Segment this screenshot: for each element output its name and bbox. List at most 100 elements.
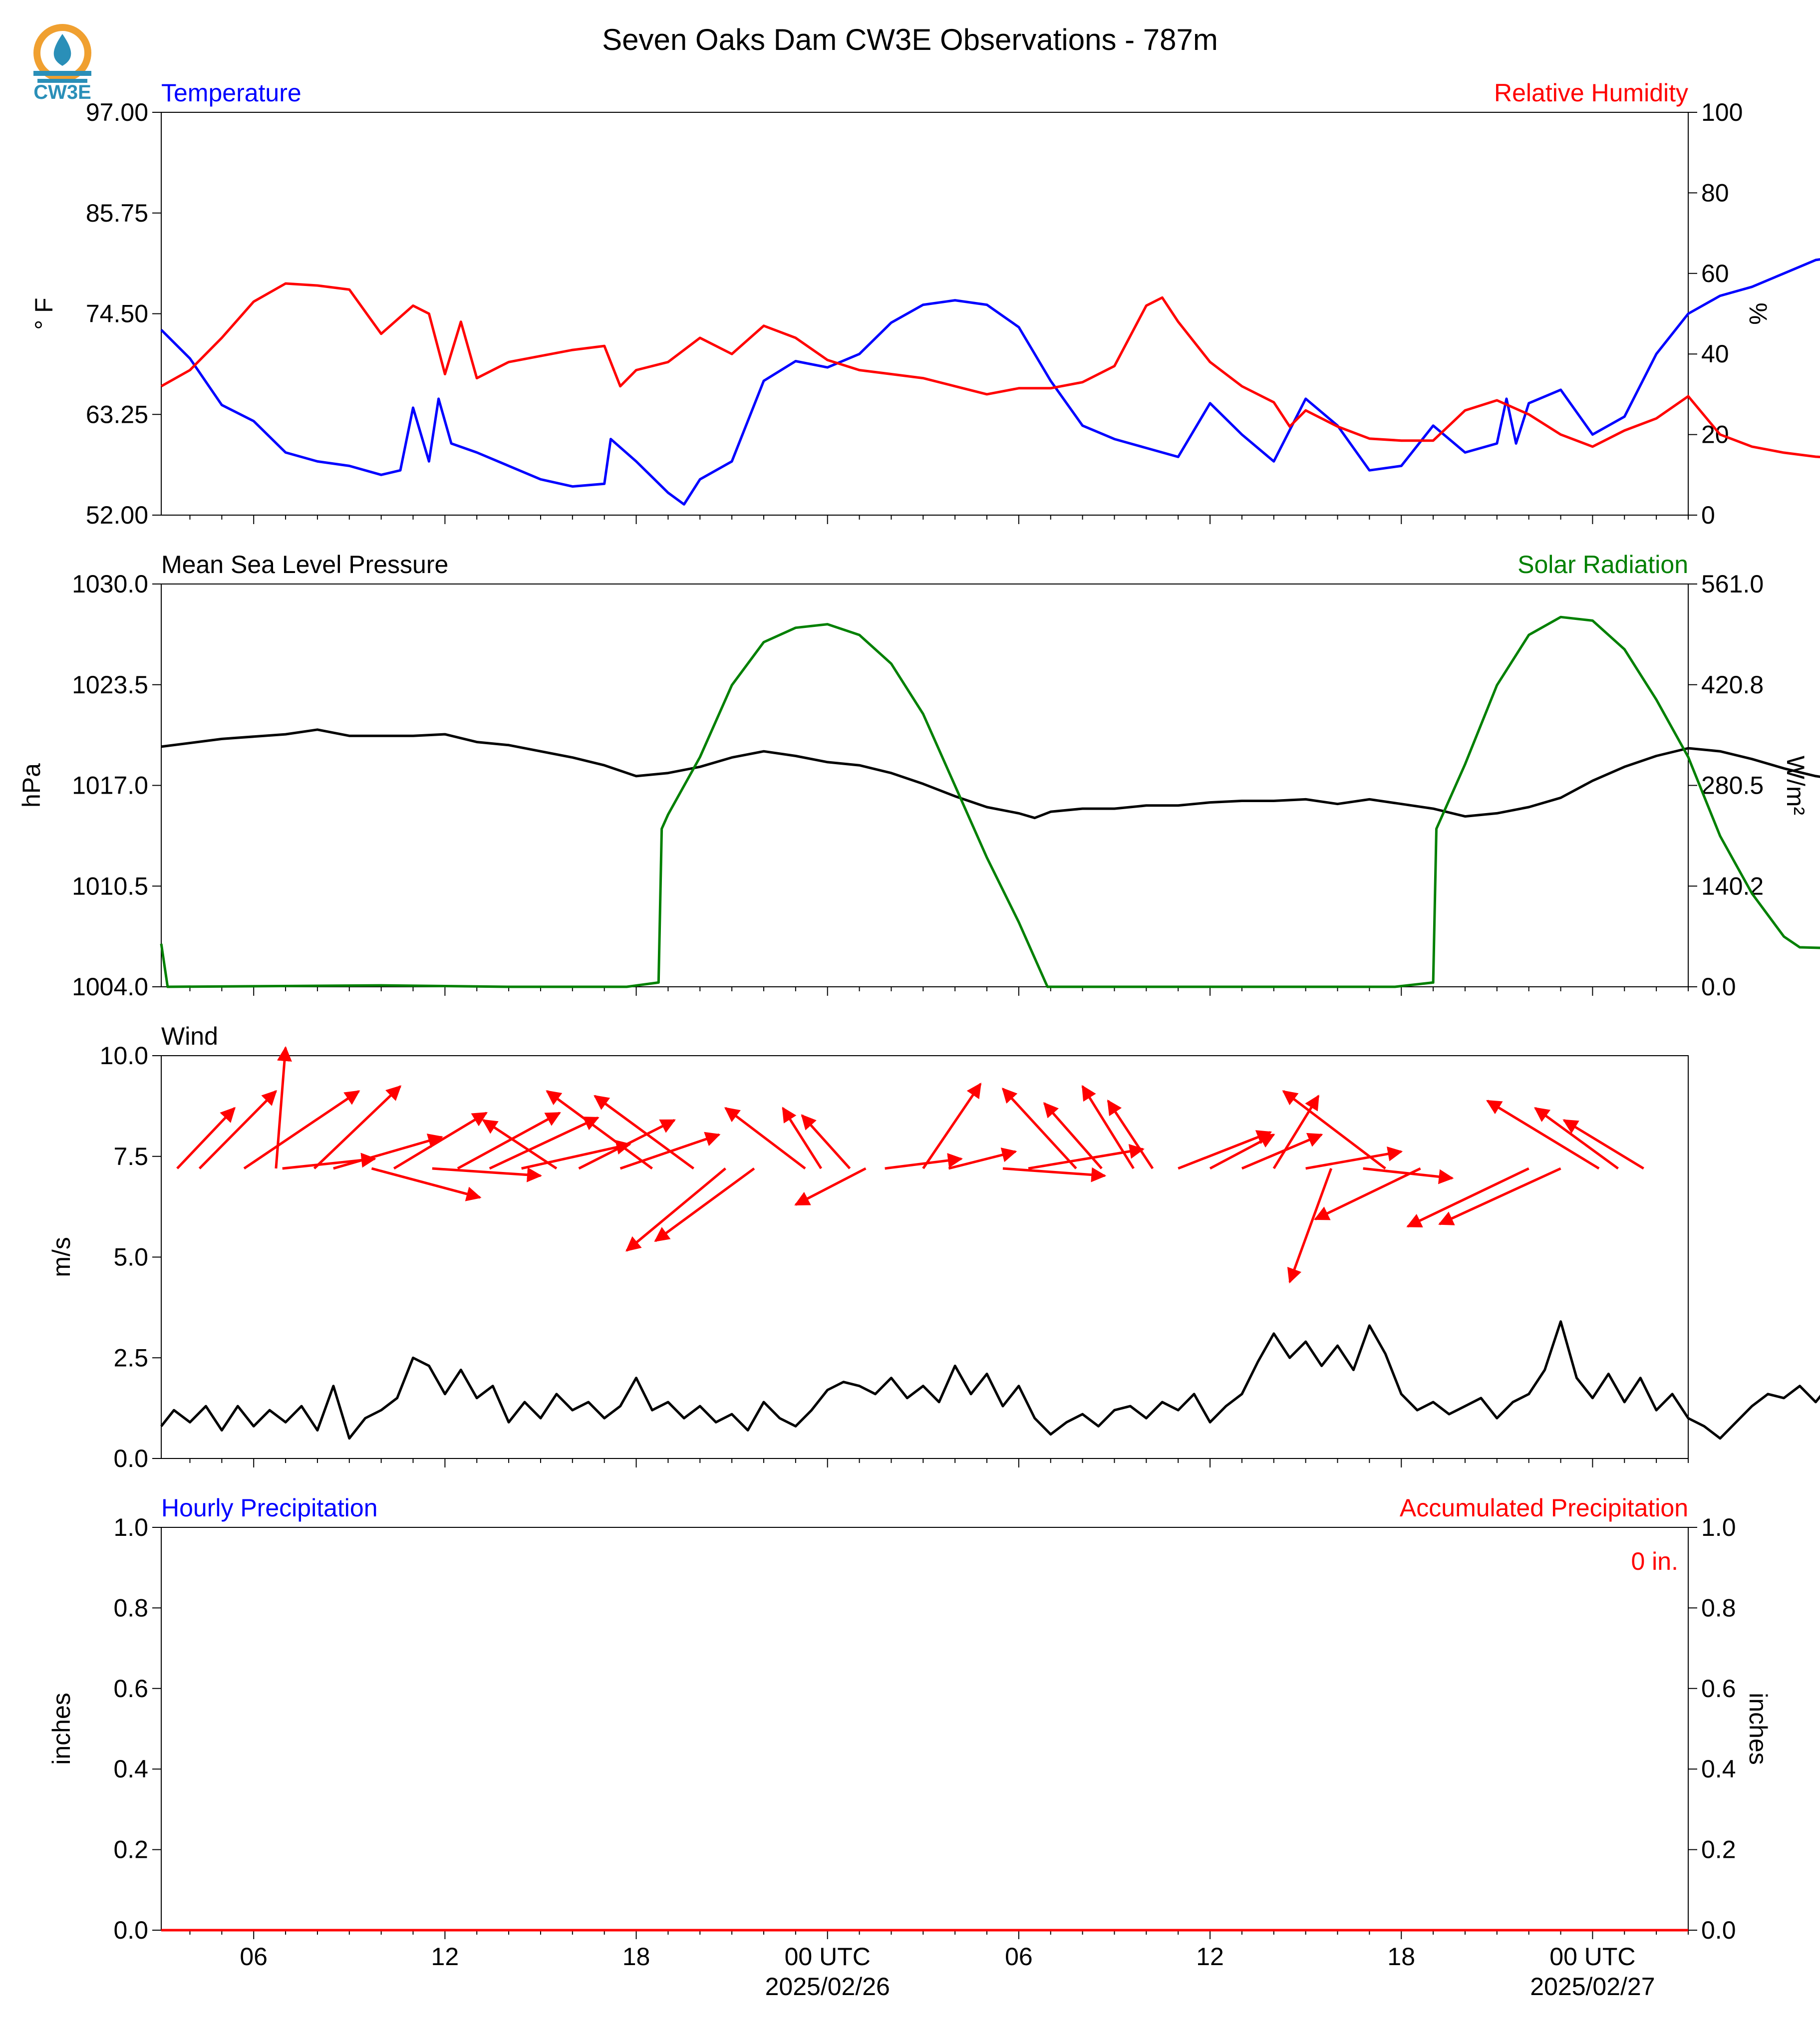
wind-arrow	[578, 1119, 676, 1170]
y-axis-label-right: inches	[1744, 1693, 1772, 1765]
wind-arrow	[371, 1167, 482, 1201]
logo-text: CW3E	[33, 81, 91, 103]
y-axis-label: inches	[47, 1693, 75, 1765]
wind-arrow	[489, 1117, 600, 1170]
y-tick-label-right: 280.5	[1701, 772, 1764, 800]
wind-arrow	[482, 1119, 558, 1170]
wind-arrow	[1272, 1095, 1320, 1169]
series-line-1	[160, 282, 1820, 459]
wind-arrow	[1562, 1119, 1644, 1170]
wind-arrow	[333, 1134, 443, 1170]
y-tick-label-right: 420.8	[1701, 671, 1764, 699]
y-tick-label: 74.50	[86, 300, 148, 328]
wind-arrow	[1043, 1102, 1103, 1169]
wind-arrow	[922, 1083, 982, 1169]
y-tick-label: 97.00	[86, 98, 148, 126]
logo-wave-2	[37, 79, 87, 83]
y-tick-label: 0.6	[113, 1675, 148, 1703]
y-tick-label-right: 60	[1701, 260, 1729, 288]
wind-arrow	[1438, 1167, 1561, 1225]
wind-arrow	[1002, 1167, 1107, 1182]
y-tick-label: 7.5	[113, 1143, 148, 1170]
wind-arrow	[432, 1167, 542, 1182]
wind-arrow	[457, 1112, 561, 1170]
panel-frame	[161, 1055, 1689, 1459]
wind-arrow	[1287, 1168, 1333, 1284]
y-axis-label: ° F	[30, 297, 58, 329]
y-tick-label: 0.0	[113, 1916, 148, 1944]
wind-arrow	[313, 1085, 402, 1169]
y-tick-label-right: 0.0	[1701, 973, 1736, 1001]
wind-arrow	[948, 1148, 1017, 1170]
x-tick-label: 06	[240, 1943, 268, 1971]
panel-title-left: Wind	[161, 1022, 218, 1050]
panel-title-left: Temperature	[161, 79, 302, 107]
y-tick-label: 0.4	[113, 1755, 148, 1783]
wind-arrow	[1305, 1146, 1403, 1170]
wind-arrow	[1314, 1167, 1421, 1220]
x-tick-label: 00 UTC	[1549, 1943, 1635, 1971]
wind-arrow	[594, 1095, 694, 1169]
series-line-0	[161, 728, 1820, 820]
series-line-0	[160, 258, 1820, 506]
wind-arrow	[1282, 1090, 1386, 1169]
y-axis-label-right: %	[1744, 302, 1772, 324]
y-tick-label-right: 40	[1701, 340, 1729, 368]
series-line-0	[160, 1320, 1820, 1440]
y-axis-label: m/s	[47, 1237, 75, 1277]
wind-arrow	[1486, 1100, 1600, 1170]
y-tick-label: 1.0	[113, 1513, 148, 1541]
y-tick-label: 63.25	[86, 400, 148, 428]
x-tick-label: 06	[1005, 1943, 1033, 1971]
y-tick-label: 1017.0	[72, 772, 148, 800]
y-tick-label-right: 0	[1701, 501, 1715, 529]
figure-title: Seven Oaks Dam CW3E Observations - 787m	[602, 23, 1218, 56]
wind-arrow	[801, 1114, 851, 1169]
wind-arrow	[885, 1153, 963, 1170]
y-tick-label: 5.0	[113, 1243, 148, 1271]
y-tick-label: 2.5	[113, 1344, 148, 1372]
wind-arrow	[1001, 1087, 1077, 1169]
y-tick-label-right: 80	[1701, 179, 1729, 207]
y-tick-label-right: 0.6	[1701, 1675, 1736, 1703]
panel-title-left: Mean Sea Level Pressure	[161, 551, 448, 579]
wind-arrow	[1178, 1130, 1272, 1170]
wind-arrow	[243, 1090, 360, 1170]
wind-arrow	[794, 1167, 867, 1206]
cw3e-logo: CW3E	[33, 24, 91, 103]
panel-title-right: Accumulated Precipitation	[1400, 1494, 1688, 1522]
wind-arrow	[654, 1167, 755, 1242]
wind-arrow	[275, 1046, 292, 1169]
y-tick-label-right: 0.4	[1701, 1755, 1736, 1783]
x-tick-label: 00 UTC	[785, 1943, 871, 1971]
panel-title-left: Hourly Precipitation	[161, 1494, 378, 1522]
y-tick-label: 0.8	[113, 1594, 148, 1622]
wind-arrow	[1209, 1133, 1275, 1170]
wind-arrow	[521, 1140, 631, 1170]
logo-wave-1	[33, 71, 91, 76]
y-tick-label-right: 0.8	[1701, 1594, 1736, 1622]
panel-title-right: Relative Humidity	[1494, 79, 1688, 107]
x-tick-label: 12	[1196, 1943, 1224, 1971]
wind-arrow	[625, 1167, 726, 1252]
x-tick-label: 18	[1387, 1943, 1415, 1971]
chart-panels: Temperature Relative Humidity 52.00 63.25 74…	[17, 79, 1820, 2001]
y-axis-label-right: W/m²	[1782, 756, 1810, 815]
wind-arrow	[546, 1090, 653, 1169]
y-tick-label-right: 561.0	[1701, 570, 1764, 598]
water-drop-icon	[53, 34, 71, 66]
y-tick-label-right: 0.0	[1701, 1916, 1736, 1944]
y-tick-label-right: 0.2	[1701, 1836, 1736, 1864]
y-tick-label: 0.0	[113, 1445, 148, 1472]
y-axis-label: hPa	[17, 763, 45, 808]
y-tick-label: 1023.5	[72, 671, 148, 699]
wind-arrow	[1081, 1085, 1135, 1169]
x-tick-sublabel: 2025/02/26	[765, 1973, 890, 2001]
x-tick-label: 12	[431, 1943, 459, 1971]
wind-arrow	[1107, 1099, 1154, 1169]
wind-arrow	[198, 1090, 278, 1169]
y-tick-label: 0.2	[113, 1836, 148, 1864]
wind-arrow	[1534, 1107, 1619, 1169]
y-tick-label: 1030.0	[72, 570, 148, 598]
wind-arrow	[1406, 1167, 1529, 1228]
